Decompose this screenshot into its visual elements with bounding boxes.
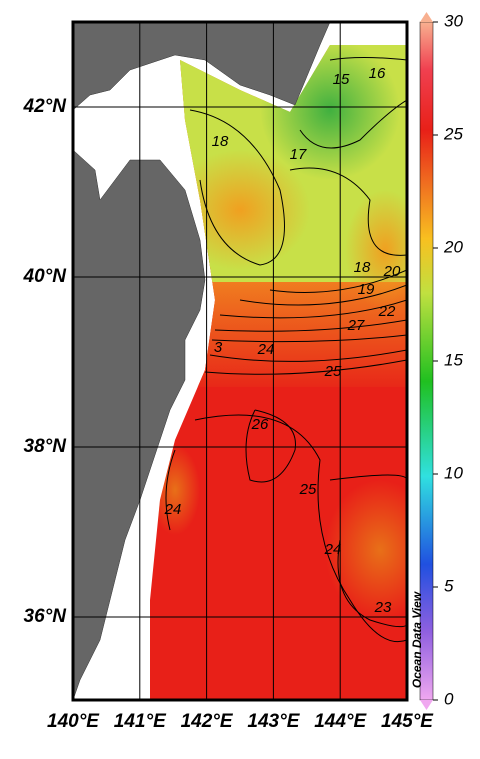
contour-label: 24 — [257, 341, 275, 358]
map-frame — [71, 20, 409, 702]
contour-label: 15 — [333, 71, 350, 88]
contour-label: 17 — [290, 146, 307, 163]
lat-tick-label: 40°N — [23, 266, 68, 287]
colorbar-tick-label: 30 — [444, 11, 463, 30]
lat-tick-label: 42°N — [23, 96, 68, 117]
lon-tick-label: 140°E — [47, 711, 100, 732]
contour-label: 24 — [324, 541, 342, 558]
contour-label: 20 — [383, 263, 401, 280]
colorbar-tick-label: 20 — [443, 237, 463, 256]
contour-label: 25 — [299, 481, 317, 498]
contour-label: 18 — [354, 259, 371, 276]
contour-label: 19 — [358, 281, 375, 298]
contour-label: 25 — [324, 363, 342, 380]
contour-label: 27 — [347, 317, 365, 334]
lon-tick-label: 144°E — [314, 711, 367, 732]
lon-tick-label: 143°E — [247, 711, 300, 732]
colorbar-tick-label: 0 — [444, 689, 454, 708]
contour-label: 23 — [374, 599, 392, 616]
colorbar-tick-label: 15 — [444, 350, 463, 369]
lat-tick-label: 38°N — [24, 436, 68, 457]
contour-label: 16 — [369, 65, 386, 82]
lat-tick-label: 36°N — [24, 606, 68, 627]
contour-label: 26 — [251, 416, 269, 433]
contour-label: 24 — [164, 501, 182, 518]
lon-tick-label: 141°E — [114, 711, 167, 732]
lon-tick-label: 142°E — [181, 711, 234, 732]
contour-label: 18 — [212, 133, 229, 150]
colorbar-tick-label: 10 — [444, 463, 463, 482]
watermark: Ocean Data View — [410, 591, 424, 688]
colorbar-tick-label: 25 — [443, 124, 463, 143]
colorbar-arrow — [420, 12, 433, 22]
colorbar-tick-label: 5 — [444, 576, 454, 595]
colorbar-arrow — [420, 700, 433, 710]
contour-label: 22 — [378, 303, 396, 320]
lon-tick-label: 145°E — [381, 711, 434, 732]
contour-label: 3 — [214, 339, 223, 356]
